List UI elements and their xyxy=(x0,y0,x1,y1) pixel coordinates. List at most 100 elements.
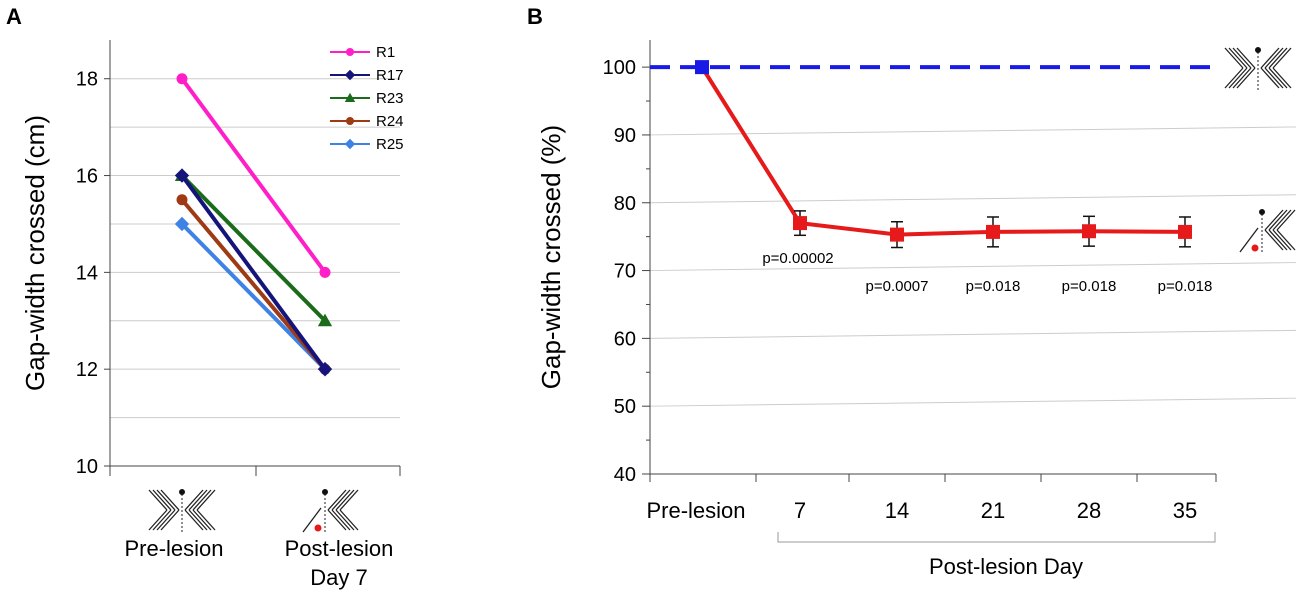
whisker-lesion-icon-whisker xyxy=(339,509,359,531)
data-point-R25 xyxy=(174,216,190,232)
whisker-intact-icon-whisker xyxy=(188,489,208,511)
whisker-lesion-icon-whisker xyxy=(1264,209,1284,231)
whisker-intact-icon-whisker xyxy=(1228,47,1248,69)
whisker-lesion-icon-whisker xyxy=(1276,229,1296,251)
p-value-label: p=0.018 xyxy=(1062,278,1117,295)
whisker-intact-icon-whisker xyxy=(188,509,208,531)
whisker-lesion-icon-lesion-dot xyxy=(314,524,322,532)
whisker-lesion-icon-whisker xyxy=(1264,229,1284,251)
series-line-R23 xyxy=(180,174,327,323)
y-tick-label: 10 xyxy=(76,456,98,478)
whisker-intact-icon-whisker xyxy=(192,509,212,531)
whisker-lesion-icon-whisker xyxy=(335,509,355,531)
whisker-intact-icon xyxy=(1224,47,1292,92)
series-line-R24 xyxy=(180,198,327,371)
whisker-lesion-icon-whisker xyxy=(331,489,351,511)
whisker-intact-icon-whisker xyxy=(148,509,168,531)
y-tick-label: 90 xyxy=(614,125,636,147)
whisker-intact-icon-whisker xyxy=(1224,67,1244,89)
whisker-intact-icon-whisker xyxy=(1232,67,1252,89)
gridline xyxy=(649,194,1297,204)
post-lesion-bracket xyxy=(777,532,1216,543)
legend-label-R23: R23 xyxy=(376,90,404,107)
data-point xyxy=(695,60,709,75)
whisker-intact-icon-whisker xyxy=(156,509,176,531)
y-tick-label: 16 xyxy=(76,166,98,188)
whisker-intact-icon-nose xyxy=(179,489,185,495)
whisker-lesion-icon-whisker xyxy=(1272,229,1292,251)
whisker-lesion-icon-nose xyxy=(1259,209,1265,215)
whisker-lesion-icon-whisker xyxy=(302,507,322,533)
whisker-intact-icon-whisker xyxy=(192,489,212,511)
panel-b: B 40 50 60 70 80 90 100 Gap-width crossed (%) p=0… xyxy=(527,4,1297,579)
x-category-label: 21 xyxy=(981,498,1005,523)
x-category-label: Pre-lesion xyxy=(646,498,745,523)
whisker-intact-icon-whisker xyxy=(1260,47,1280,69)
series-line-R25 xyxy=(180,222,327,371)
whisker-intact-icon-whisker xyxy=(160,489,180,511)
whisker-intact-icon-whisker xyxy=(1272,47,1292,69)
whisker-lesion-icon xyxy=(302,489,359,534)
y-tick-label: 14 xyxy=(76,262,98,284)
whisker-lesion-icon-whisker xyxy=(1276,209,1296,231)
data-point xyxy=(986,224,1000,239)
legend-marker-R23 xyxy=(344,92,356,102)
whisker-lesion-icon-whisker xyxy=(327,509,347,531)
panel-label-b: B xyxy=(527,4,543,29)
whisker-intact-icon-whisker xyxy=(1264,67,1284,89)
whisker-lesion-icon-whisker xyxy=(339,489,359,511)
whisker-intact-icon-whisker xyxy=(160,509,180,531)
whisker-intact-icon-whisker xyxy=(1236,67,1256,89)
y-tick-label: 100 xyxy=(603,57,636,79)
whisker-intact-icon-whisker xyxy=(1260,67,1280,89)
x-category-label: 14 xyxy=(885,498,909,523)
whisker-lesion-icon-whisker xyxy=(1239,227,1259,253)
series-line-R1 xyxy=(180,77,327,274)
data-point-R17 xyxy=(174,168,190,183)
y-axis-title: Gap-width crossed (cm) xyxy=(20,115,50,391)
data-point-R1 xyxy=(176,73,188,85)
p-value-label: p=0.018 xyxy=(1158,278,1213,295)
legend-label-R24: R24 xyxy=(376,113,404,130)
whisker-intact-icon-whisker xyxy=(148,489,168,511)
whisker-lesion-icon-whisker xyxy=(1272,209,1292,231)
series-line-R17 xyxy=(180,174,327,371)
x-category-label: 7 xyxy=(794,498,806,523)
whisker-lesion-icon-whisker xyxy=(1268,229,1288,251)
x-axis-title: Post-lesion Day xyxy=(929,554,1083,579)
y-tick-label: 50 xyxy=(614,396,636,418)
y-tick-label: 60 xyxy=(614,328,636,350)
legend-marker-R1 xyxy=(346,48,354,56)
gridline xyxy=(649,329,1297,339)
whisker-lesion-icon-whisker xyxy=(327,489,347,511)
x-category-label: 35 xyxy=(1173,498,1197,523)
whisker-intact-icon-whisker xyxy=(152,509,172,531)
p-value-label: p=0.00002 xyxy=(762,250,833,267)
y-tick-label: 70 xyxy=(614,261,636,283)
y-tick-label: 18 xyxy=(76,69,98,91)
y-tick-label: 12 xyxy=(76,359,98,381)
data-point xyxy=(1082,224,1096,239)
series-line xyxy=(700,66,1186,237)
panel-a: A 10 12 14 16 18 Gap-width crossed (cm) R1 R17 R2… xyxy=(6,4,404,590)
data-point xyxy=(793,216,807,231)
whisker-intact-icon-nose xyxy=(1255,47,1261,53)
data-point-R1 xyxy=(319,266,331,278)
whisker-intact-icon-whisker xyxy=(1228,67,1248,89)
whisker-lesion-icon-nose xyxy=(322,489,328,495)
legend-marker-R24 xyxy=(346,117,354,125)
x-category-label: Pre-lesion xyxy=(124,536,223,561)
whisker-intact-icon-whisker xyxy=(184,509,204,531)
whisker-intact-icon-whisker xyxy=(1232,47,1252,69)
whisker-intact-icon-whisker xyxy=(1236,47,1256,69)
x-category-label: 28 xyxy=(1077,498,1101,523)
data-point xyxy=(1178,224,1192,239)
x-category-label: Day 7 xyxy=(310,565,367,590)
legend-label-R17: R17 xyxy=(376,67,404,84)
p-value-label: p=0.0007 xyxy=(866,278,929,295)
whisker-lesion-icon-lesion-dot xyxy=(1251,244,1259,252)
whisker-intact-icon-whisker xyxy=(184,489,204,511)
data-point xyxy=(890,227,904,242)
whisker-intact-icon-whisker xyxy=(156,489,176,511)
